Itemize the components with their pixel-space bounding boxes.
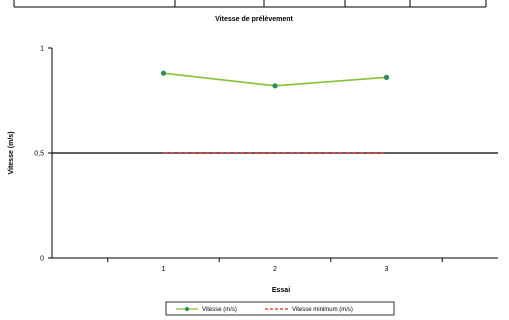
y-axis-title: Vitesse (m/s) xyxy=(8,131,15,174)
data-point xyxy=(383,74,390,80)
data-point xyxy=(272,83,278,89)
x-ticks: 1 2 3 xyxy=(107,258,443,273)
data-point xyxy=(160,70,167,76)
y-ticks: 00,51 xyxy=(34,46,52,263)
top-table-remnant xyxy=(13,0,487,8)
y-tick-label: 0 xyxy=(40,256,44,263)
legend: Vitesse (m/s) Vitesse minimum (m/s) xyxy=(165,301,395,316)
chart-title: Vitesse de prélèvement xyxy=(215,16,293,23)
x-axis-title: Essai xyxy=(272,287,290,294)
legend-marker-series-1 xyxy=(185,307,189,311)
y-tick-label: 0,5 xyxy=(34,151,44,158)
y-tick-label: 1 xyxy=(40,46,44,53)
legend-label-series-2: Vitesse minimum (m/s) xyxy=(292,307,353,313)
x-tick-label: 1 xyxy=(162,266,166,273)
legend-label-series-1: Vitesse (m/s) xyxy=(202,307,237,313)
x-tick-label: 2 xyxy=(273,266,277,273)
x-tick-label: 3 xyxy=(385,266,389,273)
series-group xyxy=(160,70,390,154)
